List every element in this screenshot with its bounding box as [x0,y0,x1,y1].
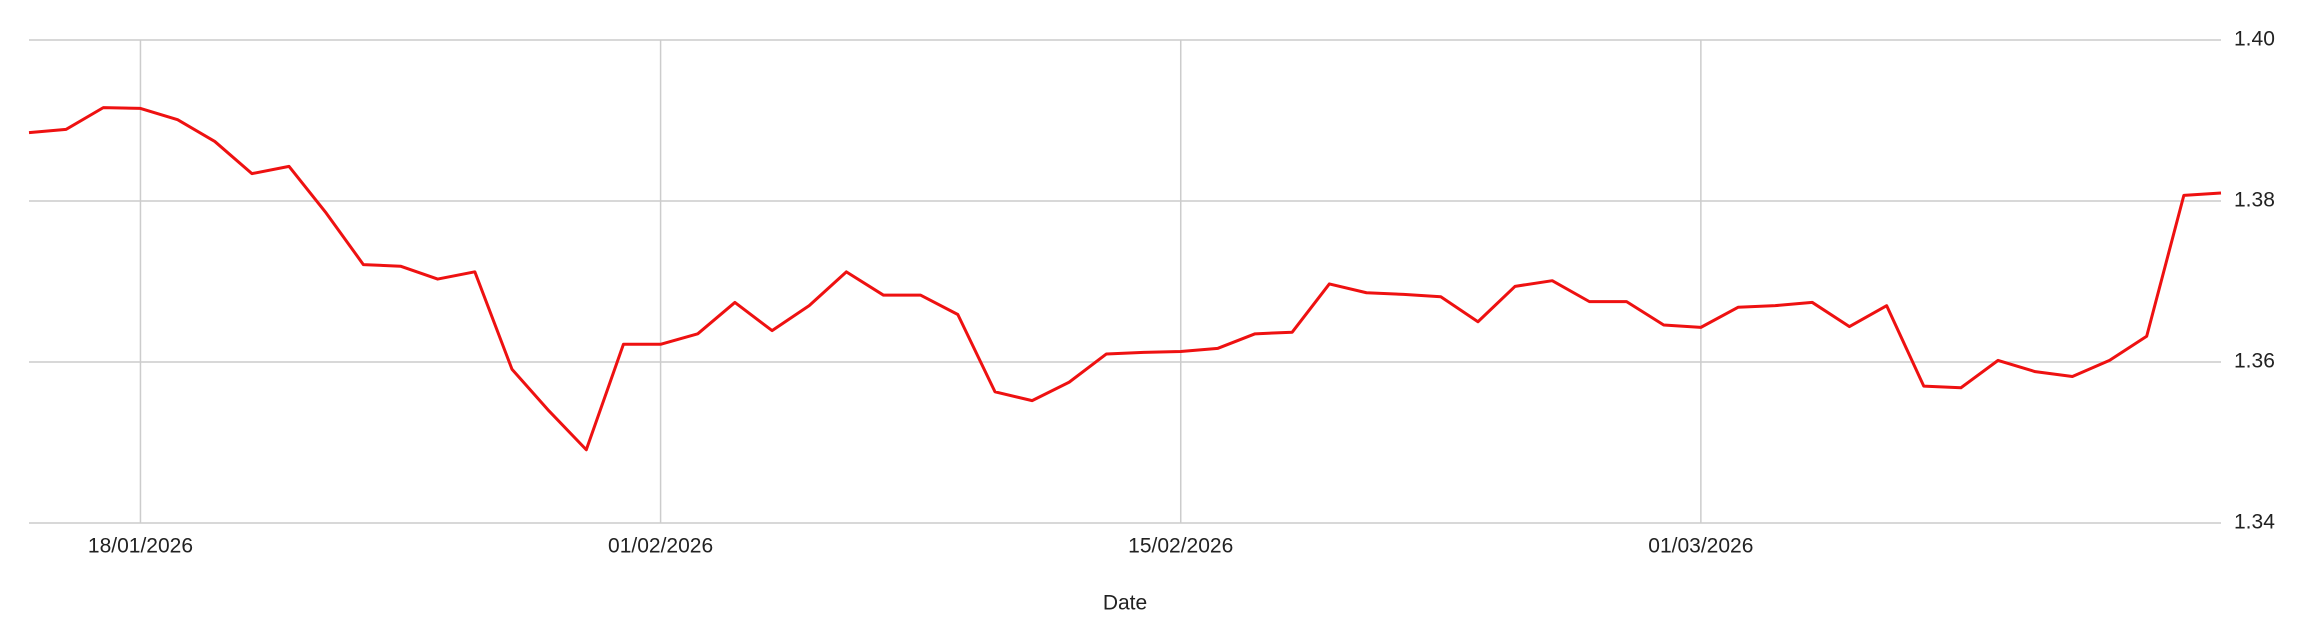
y-tick-label: 1.38 [2234,189,2275,212]
y-tick-label: 1.34 [2234,511,2275,534]
x-axis-label: Date [1103,592,1147,615]
y-tick-label: 1.36 [2234,350,2275,373]
x-tick-label: 01/03/2026 [1648,535,1753,558]
x-tick-label: 18/01/2026 [88,535,193,558]
data-line [28,106,2222,452]
x-tick-label: 15/02/2026 [1128,535,1233,558]
y-tick-label: 1.40 [2234,28,2275,51]
x-tick-label: 01/02/2026 [608,535,713,558]
